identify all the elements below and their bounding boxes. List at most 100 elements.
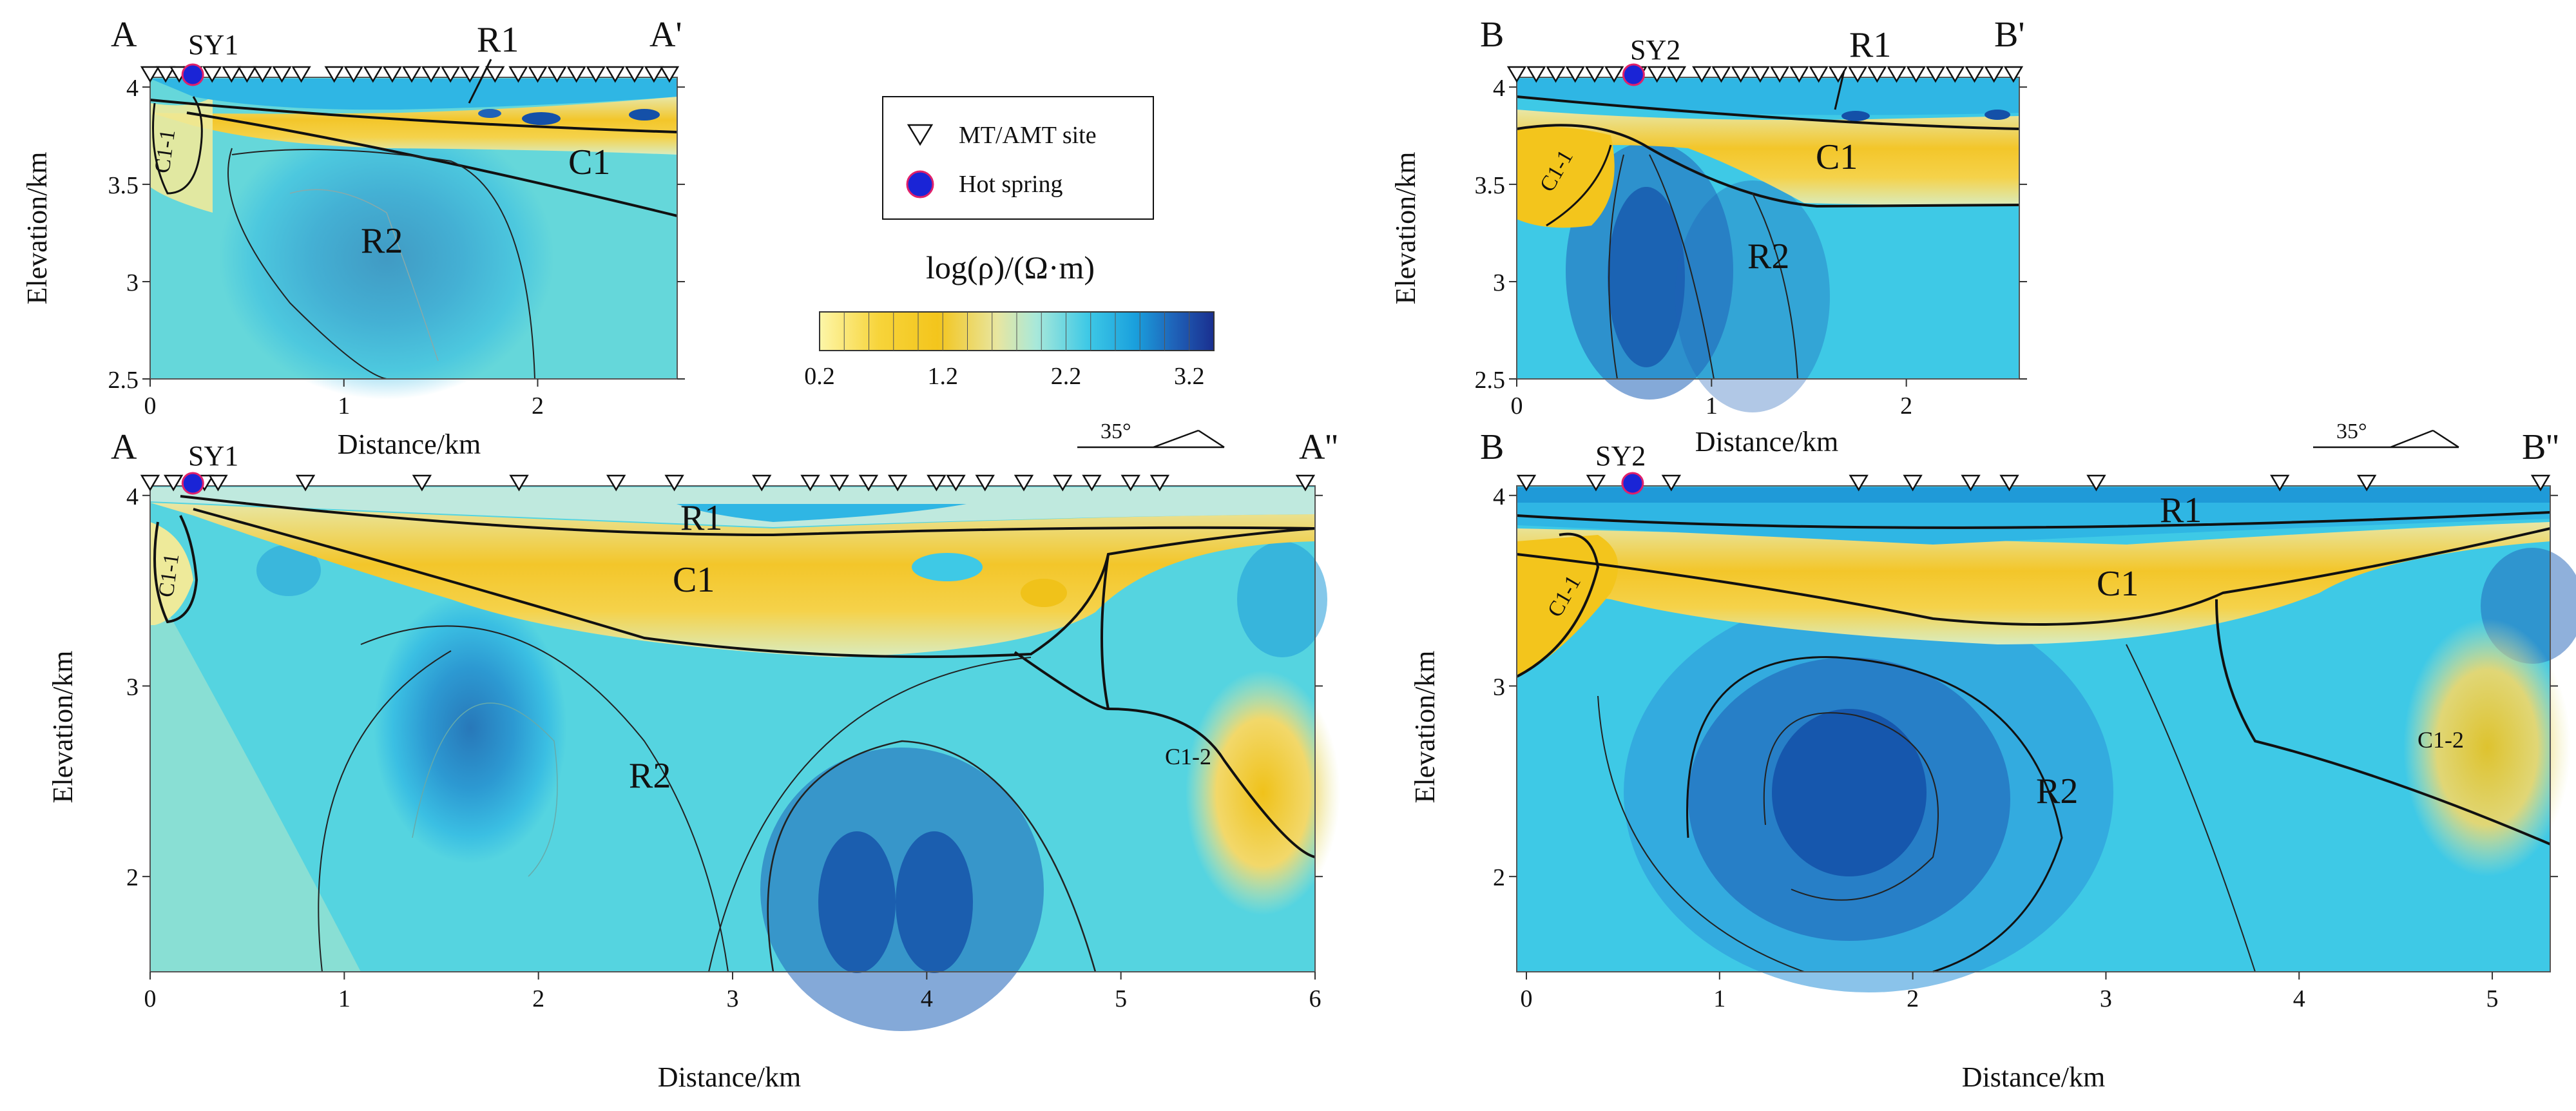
mt-site-marker bbox=[664, 474, 684, 492]
mt-site-marker bbox=[1666, 66, 1687, 83]
x-tick-label: 1 bbox=[338, 985, 351, 1012]
mt-site-marker bbox=[1647, 66, 1667, 83]
y-tick-label: 4 bbox=[126, 75, 139, 102]
panel-aa2-zone-r1: R1 bbox=[680, 498, 722, 538]
mt-site-marker bbox=[1053, 474, 1073, 492]
panel-bb1-hot-spring bbox=[1622, 63, 1645, 86]
panel-bb2-sites bbox=[1516, 474, 2551, 492]
mt-site-marker bbox=[1692, 66, 1712, 83]
mt-site-marker bbox=[1082, 474, 1102, 492]
panel-bb1-start-label: B bbox=[1480, 15, 1504, 55]
mt-site-marker bbox=[2003, 66, 2024, 83]
panel-aa1-xlabel: Distance/km bbox=[338, 429, 481, 460]
panel-bb1-plot bbox=[1516, 77, 2020, 412]
x-tick-label: 0 bbox=[1520, 985, 1532, 1012]
mt-site-marker bbox=[1849, 474, 1869, 492]
hot-spring-symbol bbox=[906, 170, 934, 198]
panel-bb2-ylabel: Elevation/km bbox=[1409, 650, 1441, 803]
x-tick-label: 3 bbox=[2100, 985, 2112, 1012]
mt-site-marker bbox=[644, 66, 664, 83]
panel-aa1-plot bbox=[149, 77, 678, 400]
mt-site-marker bbox=[528, 66, 548, 83]
y-tick-label: 2.5 bbox=[1475, 367, 1506, 394]
colorbar: log(ρ)/(Ω·m) 0.2 1.2 2.2 3.2 bbox=[804, 249, 1215, 390]
colorbar-ticks: 0.2 1.2 2.2 3.2 bbox=[804, 312, 1205, 390]
mt-site-marker bbox=[624, 66, 645, 83]
mt-site-marker bbox=[1750, 66, 1771, 83]
mt-site-marker bbox=[1586, 474, 1606, 492]
mt-site-marker bbox=[1149, 474, 1170, 492]
panel-aa1-xaxis: 0 1 2 bbox=[144, 379, 544, 420]
panel-bb2-zone-r2: R2 bbox=[2036, 771, 2078, 811]
panel-bb1-xlabel: Distance/km bbox=[1695, 426, 1838, 458]
panel-bb2-plot bbox=[1516, 485, 2576, 992]
mt-site-marker bbox=[1961, 474, 1981, 492]
mt-site-marker bbox=[1565, 66, 1585, 83]
mt-site-marker bbox=[1903, 474, 1923, 492]
panel-aa2-xlabel: Distance/km bbox=[658, 1061, 801, 1093]
hot-spring-marker bbox=[181, 63, 204, 86]
mt-site-marker bbox=[2356, 474, 2377, 492]
mt-site-marker bbox=[606, 474, 626, 492]
panel-bb2-zone-c1: C1 bbox=[2097, 564, 2139, 604]
mt-site-marker bbox=[272, 66, 292, 83]
mt-site-marker bbox=[1604, 66, 1624, 83]
y-tick-label: 3 bbox=[126, 269, 139, 296]
y-tick-label: 3 bbox=[126, 673, 139, 700]
panel-aa1-r1-leader bbox=[468, 59, 492, 104]
y-tick-label: 2.5 bbox=[108, 367, 139, 394]
panel-aa2-start-label: A bbox=[111, 427, 137, 467]
mt-site-marker bbox=[509, 474, 529, 492]
x-tick-label: 1 bbox=[1706, 392, 1718, 420]
x-tick-label: 2 bbox=[1907, 985, 1919, 1012]
panel-bb2-zone-r1: R1 bbox=[2160, 490, 2202, 530]
mt-site-marker bbox=[2270, 474, 2290, 492]
legend-mt-label: MT/AMT site bbox=[959, 122, 1097, 149]
mt-site-marker bbox=[291, 66, 311, 83]
mt-site-marker bbox=[887, 474, 908, 492]
mt-site-marker bbox=[363, 66, 383, 83]
panel-aa2-ylabel: Elevation/km bbox=[47, 650, 79, 803]
y-tick-label: 3 bbox=[1493, 673, 1505, 700]
mt-site-marker bbox=[1769, 66, 1790, 83]
x-tick-label: 6 bbox=[1309, 985, 1322, 1012]
colorbar-tick-label: 2.2 bbox=[1051, 363, 1082, 390]
mt-site-marker bbox=[401, 66, 422, 83]
mt-site-marker bbox=[659, 66, 680, 83]
panel-aa1-zone-r1: R1 bbox=[477, 20, 519, 60]
mt-site-marker bbox=[1711, 66, 1731, 83]
mt-site-marker bbox=[1731, 66, 1751, 83]
y-tick-label: 2 bbox=[1493, 864, 1505, 891]
panel-aa1-spring-label: SY1 bbox=[188, 29, 238, 61]
mt-site-marker bbox=[1661, 474, 1682, 492]
panel-bb2-yaxis: 4 3 2 bbox=[1493, 483, 2558, 891]
panel-bb1-zone-r2: R2 bbox=[1747, 237, 1789, 276]
panel-aa2-hot-spring bbox=[181, 472, 204, 495]
panel-aa2-zone-r2: R2 bbox=[629, 756, 671, 796]
panel-aa1-yaxis: 4 3.5 3 2.5 bbox=[108, 75, 685, 394]
mt-site-marker bbox=[547, 66, 567, 83]
panel-bb1-r1-leader bbox=[1834, 70, 1845, 110]
x-tick-label: 5 bbox=[2486, 985, 2499, 1012]
panel-bb2-start-label: B bbox=[1480, 427, 1504, 467]
panel-aa2-strike-label: 35° bbox=[1101, 420, 1131, 443]
colorbar-title: log(ρ)/(Ω·m) bbox=[926, 249, 1095, 285]
mt-site-marker bbox=[208, 474, 228, 492]
y-tick-label: 3 bbox=[1493, 269, 1505, 296]
y-tick-label: 4 bbox=[1493, 75, 1505, 102]
mt-site-marker bbox=[1584, 66, 1605, 83]
hot-spring-marker bbox=[1622, 63, 1645, 86]
mt-site-marker bbox=[412, 474, 432, 492]
mt-site-marker bbox=[253, 66, 273, 83]
panel-bb2-strike-label: 35° bbox=[2336, 420, 2367, 443]
mt-site-marker bbox=[586, 66, 606, 83]
x-tick-label: 0 bbox=[144, 985, 157, 1012]
panel-bb1-spring-label: SY2 bbox=[1630, 34, 1680, 66]
mt-site-marker bbox=[382, 66, 403, 83]
colorbar-tick-label: 3.2 bbox=[1174, 363, 1205, 390]
panel-bb2-spring-label: SY2 bbox=[1595, 440, 1646, 472]
mt-site-marker bbox=[800, 474, 820, 492]
